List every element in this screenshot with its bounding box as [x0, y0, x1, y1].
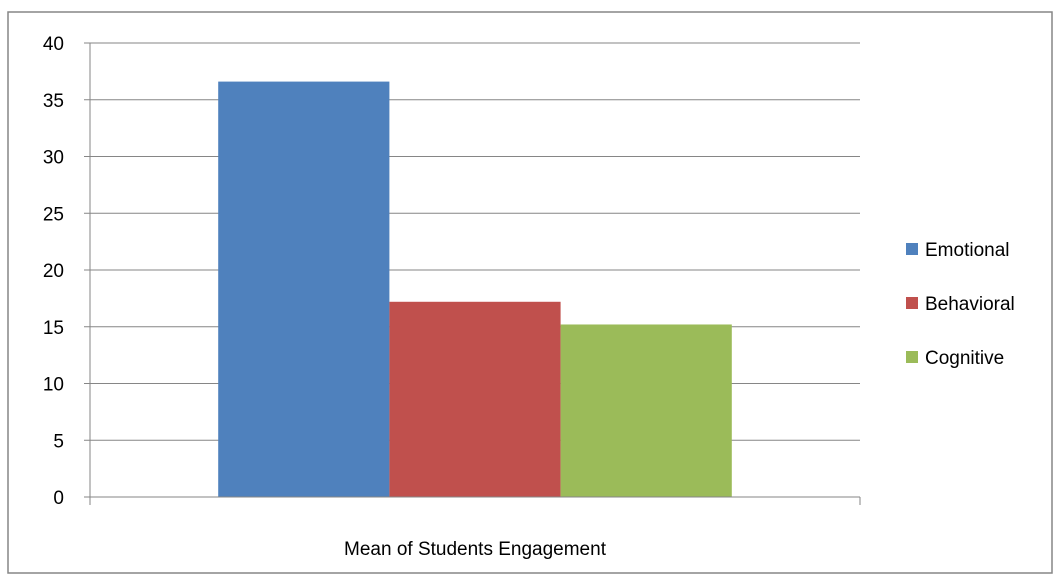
- y-tick-label: 5: [53, 431, 64, 452]
- y-tick-label: 35: [43, 91, 64, 112]
- y-tick-label: 10: [43, 375, 64, 396]
- legend-swatch-behavioral: [906, 297, 918, 309]
- legend-swatch-cognitive: [906, 351, 918, 363]
- y-tick-label: 15: [43, 318, 64, 339]
- bar-emotional: [218, 81, 390, 497]
- y-tick-label: 25: [43, 204, 64, 225]
- legend-label-cognitive: Cognitive: [925, 348, 1004, 369]
- y-tick-label: 0: [53, 488, 64, 509]
- bar-cognitive: [560, 324, 732, 497]
- y-tick-label: 40: [43, 34, 64, 55]
- legend-label-emotional: Emotional: [925, 240, 1010, 261]
- y-tick-label: 30: [43, 148, 64, 169]
- bars: [218, 81, 732, 497]
- legend-swatch-emotional: [906, 243, 918, 255]
- y-tick-label: 20: [43, 261, 64, 282]
- bar-behavioral: [389, 301, 561, 497]
- legend: Emotional Behavioral Cognitive: [906, 240, 1015, 369]
- legend-label-behavioral: Behavioral: [925, 294, 1015, 315]
- y-tick-labels: 0 5 10 15 20 25 30 35 40: [43, 34, 64, 509]
- x-category-labels: Mean of Students Engagement: [344, 539, 607, 560]
- x-category-label: Mean of Students Engagement: [344, 539, 607, 560]
- axes: [84, 42, 861, 505]
